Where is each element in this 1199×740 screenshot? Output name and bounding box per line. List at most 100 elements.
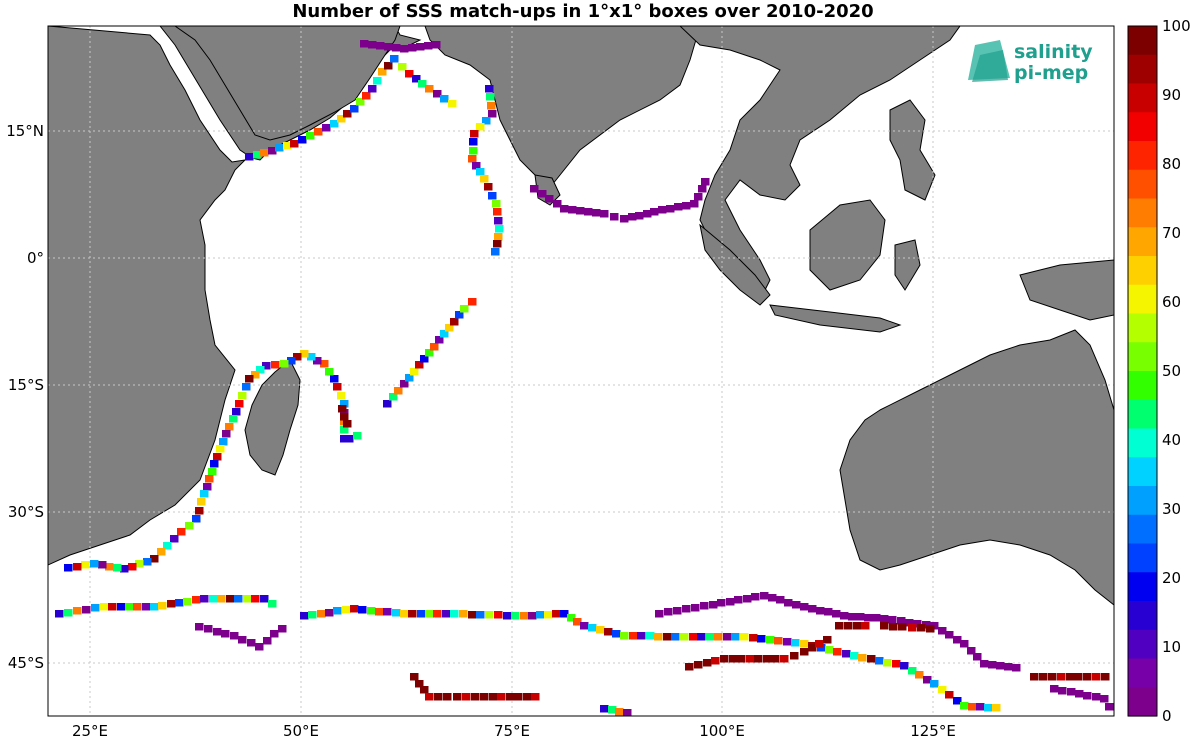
- matchup-box: [226, 595, 235, 603]
- matchup-box: [300, 350, 309, 358]
- matchup-box: [592, 209, 601, 217]
- matchup-box: [494, 611, 503, 619]
- matchup-box: [433, 610, 442, 618]
- matchup-box: [405, 374, 414, 382]
- matchup-box: [800, 640, 809, 648]
- logo-line2: pi-mep: [1014, 62, 1088, 84]
- colorbar-swatch: [1128, 141, 1157, 171]
- matchup-box: [268, 147, 277, 155]
- matchup-box: [271, 361, 280, 369]
- matchup-box: [900, 662, 909, 670]
- matchup-box: [333, 383, 342, 391]
- matchup-box: [694, 193, 703, 201]
- matchup-box: [771, 655, 780, 663]
- matchup-box: [125, 603, 134, 611]
- lat-label-15s: 15°S: [8, 376, 44, 394]
- matchup-box: [82, 606, 91, 614]
- colorbar-swatch: [1128, 26, 1157, 56]
- matchup-box: [73, 563, 82, 571]
- matchup-box: [306, 132, 315, 140]
- matchup-box: [1092, 693, 1101, 701]
- matchup-box: [322, 124, 331, 132]
- matchup-box: [774, 637, 783, 645]
- matchup-box: [489, 693, 498, 701]
- matchup-box: [664, 608, 673, 616]
- matchup-box: [655, 610, 664, 618]
- colorbar-swatch: [1128, 112, 1157, 142]
- matchup-box: [157, 548, 166, 556]
- matchup-box: [850, 652, 859, 660]
- matchup-box: [658, 206, 667, 214]
- matchup-box: [953, 697, 962, 705]
- matchup-box: [1066, 673, 1075, 681]
- cbar-tick-40: 40: [1162, 431, 1181, 449]
- matchup-box: [342, 606, 351, 614]
- salinity-pi-mep-logo: salinity pi-mep: [968, 40, 1093, 84]
- matchup-box: [480, 693, 489, 701]
- matchup-box: [685, 663, 694, 671]
- lon-label-50: 50°E: [283, 722, 319, 740]
- matchup-box: [930, 680, 939, 688]
- matchup-box: [506, 693, 515, 701]
- matchup-box: [362, 92, 371, 100]
- matchup-box: [314, 128, 323, 136]
- matchup-box: [487, 102, 496, 110]
- matchup-box: [408, 44, 417, 52]
- matchup-box: [635, 212, 644, 220]
- matchup-box: [984, 704, 993, 712]
- matchup-box: [418, 80, 427, 88]
- matchup-box: [330, 375, 339, 383]
- matchup-box: [1105, 703, 1114, 711]
- matchup-box: [412, 75, 421, 83]
- matchup-box: [848, 613, 857, 621]
- matchup-box: [604, 628, 613, 636]
- matchup-box: [888, 616, 897, 624]
- matchup-box: [445, 324, 454, 332]
- matchup-box: [488, 192, 497, 200]
- matchup-box: [1067, 688, 1076, 696]
- matchup-box: [200, 490, 209, 498]
- matchup-box: [1039, 673, 1048, 681]
- matchup-box: [245, 153, 254, 161]
- matchup-box: [209, 595, 218, 603]
- matchup-box: [674, 203, 683, 211]
- matchup-box: [287, 357, 296, 365]
- matchup-box: [210, 460, 219, 468]
- matchup-box: [1083, 692, 1092, 700]
- matchup-box: [825, 646, 834, 654]
- map-frame: [47, 25, 1115, 717]
- matchup-box: [1057, 673, 1066, 681]
- matchup-box: [544, 611, 553, 619]
- matchup-box: [482, 117, 491, 125]
- matchup-box: [790, 652, 799, 660]
- cbar-tick-0: 0: [1162, 707, 1172, 725]
- matchup-box: [384, 62, 393, 70]
- matchup-box: [367, 607, 376, 615]
- matchup-box: [915, 671, 924, 679]
- matchup-box: [620, 215, 629, 223]
- matchup-box: [485, 611, 494, 619]
- matchup-box: [253, 151, 262, 159]
- matchup-box: [853, 622, 862, 630]
- madagascar: [244, 359, 301, 476]
- matchup-box: [216, 445, 225, 453]
- matchup-box: [800, 648, 809, 656]
- matchup-box: [709, 601, 718, 609]
- matchup-box: [343, 420, 352, 428]
- matchup-box: [553, 200, 562, 208]
- matchup-box: [808, 644, 817, 652]
- matchup-box: [867, 655, 876, 663]
- matchup-box: [967, 647, 976, 655]
- colorbar-swatch: [1128, 629, 1157, 660]
- matchup-box: [373, 77, 382, 85]
- matchup-box: [897, 617, 906, 625]
- colorbar-swatch: [1128, 54, 1157, 85]
- matchup-box: [472, 162, 481, 170]
- matchup-box: [432, 41, 441, 49]
- matchup-box: [734, 596, 743, 604]
- matchup-box: [697, 633, 706, 641]
- matchup-box: [552, 610, 561, 618]
- matchup-box: [835, 622, 844, 630]
- matchup-box: [424, 42, 433, 50]
- matchup-box: [450, 318, 459, 326]
